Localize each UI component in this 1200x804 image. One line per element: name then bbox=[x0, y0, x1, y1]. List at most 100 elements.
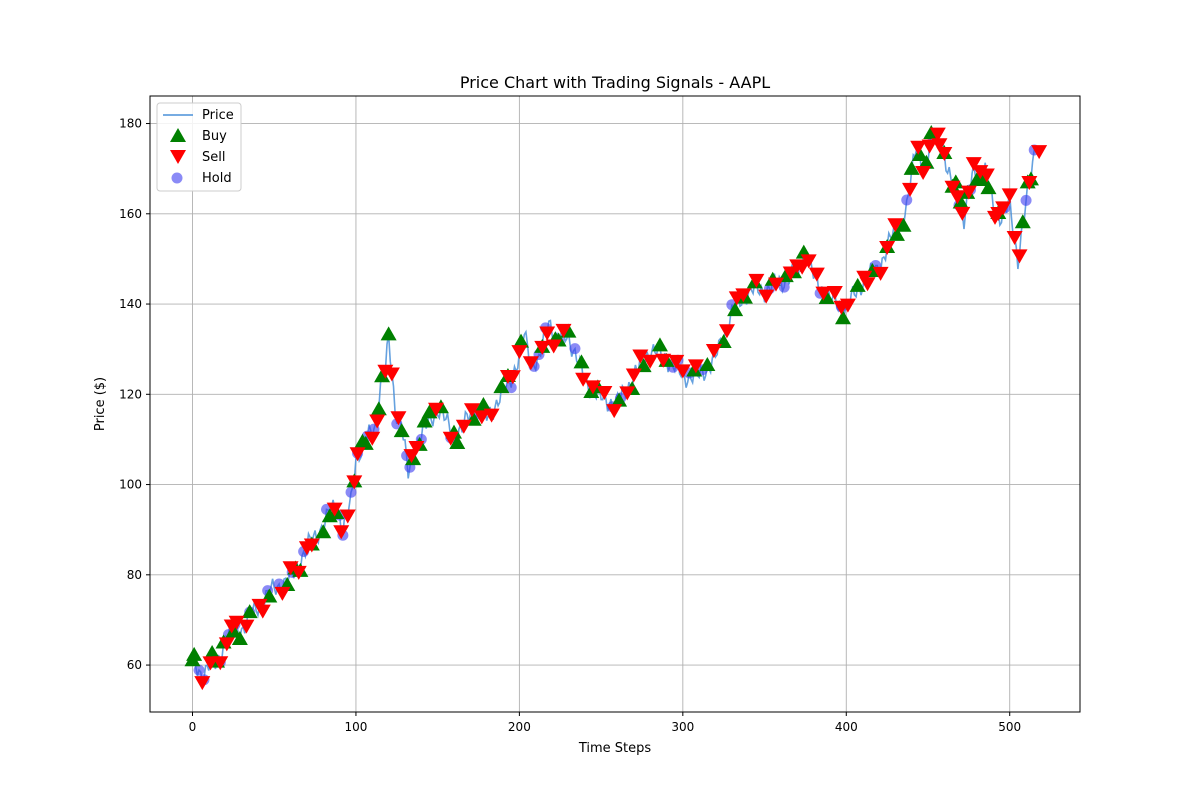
hold-marker bbox=[901, 194, 913, 206]
buy-marker bbox=[573, 354, 590, 369]
sell-marker bbox=[794, 260, 811, 275]
buy-marker bbox=[980, 180, 997, 195]
x-tick-label: 200 bbox=[508, 720, 531, 734]
y-tick-label: 180 bbox=[119, 117, 142, 131]
sell-marker bbox=[408, 441, 425, 456]
sell-marker bbox=[718, 324, 735, 339]
sell-marker bbox=[949, 190, 966, 205]
sell-marker bbox=[625, 368, 642, 383]
hold-marker bbox=[505, 382, 517, 394]
x-tick-label: 400 bbox=[835, 720, 858, 734]
y-tick-label: 100 bbox=[119, 478, 142, 492]
sell-marker bbox=[931, 138, 948, 153]
sell-marker bbox=[390, 411, 407, 426]
sell-marker bbox=[936, 147, 953, 162]
hold-marker bbox=[1020, 194, 1032, 206]
y-tick-label: 140 bbox=[119, 297, 142, 311]
sell-marker bbox=[859, 277, 876, 292]
sell-marker bbox=[921, 139, 938, 154]
buy-marker bbox=[1014, 214, 1031, 229]
buy-marker bbox=[241, 604, 258, 619]
legend-label-buy: Buy bbox=[202, 129, 227, 144]
buy-marker bbox=[315, 524, 332, 539]
sell-marker bbox=[1011, 249, 1028, 264]
buy-marker bbox=[895, 217, 912, 232]
buy-marker bbox=[651, 337, 668, 352]
sell-marker bbox=[902, 182, 919, 197]
legend-box bbox=[156, 102, 242, 192]
sell-marker bbox=[815, 286, 832, 301]
sell-marker bbox=[954, 206, 971, 221]
sell-marker bbox=[596, 386, 613, 401]
sell-marker bbox=[218, 637, 235, 652]
buy-marker bbox=[911, 146, 928, 161]
sell-marker bbox=[915, 166, 932, 181]
sell-marker bbox=[606, 404, 623, 419]
sell-marker bbox=[522, 356, 539, 371]
sell-marker bbox=[1001, 188, 1018, 203]
sell-marker bbox=[326, 502, 343, 517]
buy-marker bbox=[370, 401, 387, 416]
legend-label-sell: Sell bbox=[202, 150, 225, 165]
sell-marker bbox=[826, 286, 843, 301]
sell-marker bbox=[545, 339, 562, 354]
sell-marker bbox=[504, 370, 521, 385]
plot-area-frame bbox=[149, 95, 1081, 713]
sell-marker bbox=[619, 386, 636, 401]
legend-label-price: Price bbox=[202, 108, 234, 123]
sell-marker bbox=[767, 277, 784, 292]
sell-marker bbox=[687, 359, 704, 374]
hold-marker bbox=[778, 281, 790, 293]
legend: Price Buy Sell Hold bbox=[156, 102, 242, 192]
x-tick-label: 300 bbox=[671, 720, 694, 734]
chart-title: Price Chart with Trading Signals - AAPL bbox=[460, 73, 770, 92]
sell-marker bbox=[463, 403, 480, 418]
sell-marker bbox=[839, 298, 856, 313]
sell-marker bbox=[194, 676, 211, 691]
sell-marker bbox=[212, 656, 229, 671]
buy-marker bbox=[849, 277, 866, 292]
buy-marker bbox=[973, 172, 990, 187]
sell-marker bbox=[1006, 230, 1023, 245]
sell-marker bbox=[483, 408, 500, 423]
sell-marker bbox=[228, 615, 245, 630]
sell-marker bbox=[364, 431, 381, 446]
sell-marker bbox=[442, 431, 459, 446]
sell-marker bbox=[879, 240, 896, 255]
sell-marker bbox=[333, 525, 350, 540]
sell-marker bbox=[808, 267, 825, 282]
sell-marker bbox=[655, 353, 672, 368]
sell-marker bbox=[668, 354, 685, 369]
hold-marker bbox=[569, 343, 581, 355]
sell-marker bbox=[1021, 175, 1038, 190]
buy-marker bbox=[835, 310, 852, 325]
sell-marker bbox=[238, 619, 255, 634]
sell-marker bbox=[349, 447, 366, 462]
buy-marker bbox=[393, 423, 410, 438]
buy-marker bbox=[888, 226, 905, 241]
sell-marker bbox=[960, 185, 977, 200]
sell-marker bbox=[534, 340, 551, 355]
x-tick-label: 0 bbox=[189, 720, 197, 734]
sell-marker bbox=[428, 402, 445, 417]
sell-marker bbox=[782, 266, 799, 281]
sell-marker bbox=[254, 604, 271, 619]
buy-marker bbox=[374, 368, 391, 383]
buy-marker bbox=[421, 404, 438, 419]
y-tick-label: 160 bbox=[119, 207, 142, 221]
sell-marker bbox=[872, 266, 889, 281]
x-axis-label: Time Steps bbox=[578, 741, 652, 756]
buy-marker bbox=[186, 646, 203, 661]
sell-marker bbox=[944, 180, 961, 195]
sell-marker bbox=[274, 586, 291, 601]
sell-marker bbox=[383, 367, 400, 382]
signal-markers bbox=[184, 125, 1048, 691]
sell-marker bbox=[929, 127, 946, 142]
buy-marker bbox=[727, 302, 744, 317]
sell-marker bbox=[584, 380, 601, 395]
sell-marker bbox=[1031, 145, 1048, 160]
y-axis-label: Price ($) bbox=[93, 377, 108, 431]
sell-marker bbox=[978, 168, 995, 183]
